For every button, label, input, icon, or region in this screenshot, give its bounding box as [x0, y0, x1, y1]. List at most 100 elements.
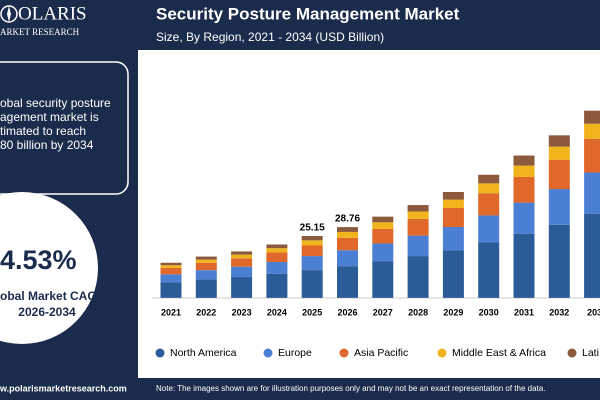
legend-label: Lati [582, 347, 599, 359]
bar-segment [337, 250, 358, 267]
bar-segment [584, 138, 600, 173]
bar-segment [160, 274, 182, 283]
bar-segment [478, 193, 500, 216]
bar-segment [160, 267, 182, 275]
bar-segment [584, 123, 600, 139]
x-tick-label: 2027 [373, 307, 393, 317]
bar-segment [301, 240, 323, 246]
legend-marker [155, 348, 165, 358]
chart-title: Security Posture Management Market [156, 4, 460, 23]
bar-segment [266, 262, 288, 274]
summary-line: obal security posture [0, 96, 111, 110]
bar-segment [231, 258, 253, 267]
bar-segment [372, 216, 394, 223]
brand-tagline: ARKET RESEARCH [0, 27, 80, 37]
bar-segment [548, 159, 570, 190]
bar-segment [513, 176, 535, 203]
bar-segment [513, 155, 535, 166]
bar-segment [195, 279, 217, 298]
x-tick-label: 2022 [196, 307, 216, 317]
x-tick-label: 2030 [479, 307, 499, 317]
bar-segment [407, 205, 429, 212]
bar-segment [407, 211, 429, 219]
x-tick-label: 2028 [408, 307, 428, 317]
bar-segment [372, 222, 394, 229]
cagr-label: obal Market CAGR [0, 289, 106, 303]
bar-segment [407, 256, 429, 298]
x-tick-label: 2029 [443, 307, 463, 317]
bar-segment [160, 262, 182, 266]
x-tick-label: 2032 [549, 307, 569, 317]
bar-segment [584, 213, 600, 298]
x-tick-label: 2021 [161, 307, 181, 317]
x-tick-label: 203 [587, 307, 600, 317]
bar-segment [407, 235, 429, 257]
bar-segment [442, 227, 464, 251]
bar-segment [266, 252, 288, 263]
bar-segment [337, 227, 358, 232]
bar-segment [548, 135, 570, 147]
total-label: 25.15 [300, 223, 325, 234]
summary-box [0, 61, 129, 195]
bar-segment [195, 270, 217, 280]
bar-segment [513, 202, 535, 234]
bar-segment [372, 228, 394, 244]
x-tick-label: 2024 [267, 307, 287, 317]
bar-segment [266, 273, 288, 298]
bar-segment [195, 262, 217, 271]
bar-segment [513, 233, 535, 298]
legend-label: Europe [278, 347, 312, 359]
x-tick-label: 2023 [232, 307, 252, 317]
bar-segment [337, 266, 358, 298]
bar-segment [337, 237, 358, 251]
legend-label: Middle East & Africa [452, 347, 546, 359]
legend-label: North America [170, 347, 237, 359]
bar-segment [160, 265, 182, 268]
bar-segment [584, 110, 600, 124]
summary-line: agement market is [0, 110, 99, 124]
bar-segment [548, 224, 570, 298]
website: w.polarismarketresearch.com [0, 383, 127, 393]
legend-marker [567, 348, 577, 358]
bar-segment [372, 261, 394, 298]
bar-segment [513, 165, 535, 177]
bar-segment [442, 250, 464, 298]
legend-marker [437, 348, 447, 358]
bar-segment [266, 248, 288, 253]
bar-segment [231, 251, 253, 255]
bar-segment [301, 245, 323, 257]
legend-label: Asia Pacific [354, 347, 408, 359]
bar-segment [442, 208, 464, 228]
bar-segment [442, 199, 464, 209]
x-tick-label: 2031 [514, 307, 534, 317]
logo-star [7, 6, 11, 22]
bar-segment [372, 243, 394, 262]
bar-segment [478, 174, 500, 184]
bar-segment [301, 270, 323, 298]
brand-name: OLARIS [18, 3, 87, 24]
cagr-value: 4.53% [0, 245, 77, 275]
bar-segment [478, 183, 500, 194]
footnote: Note: The images shown are for illustrat… [156, 384, 545, 393]
x-tick-label: 2025 [302, 307, 322, 317]
bar-segment [548, 146, 570, 160]
bar-segment [231, 266, 253, 278]
bar-segment [231, 277, 253, 298]
chart-subtitle: Size, By Region, 2021 - 2034 (USD Billio… [156, 30, 384, 44]
bar-segment [478, 215, 500, 243]
legend-marker [339, 348, 349, 358]
bar-segment [337, 231, 358, 238]
bar-segment [231, 254, 253, 259]
x-tick-label: 2026 [337, 307, 357, 317]
bar-segment [301, 256, 323, 271]
summary-line: timated to reach [0, 124, 86, 138]
total-label: 28.76 [335, 214, 360, 225]
summary-line: 80 billion by 2034 [0, 138, 94, 152]
bar-segment [301, 236, 323, 241]
legend-marker [263, 348, 273, 358]
bar-segment [548, 189, 570, 225]
bar-segment [195, 259, 217, 263]
bar-segment [584, 172, 600, 214]
bar-segment [442, 192, 464, 200]
